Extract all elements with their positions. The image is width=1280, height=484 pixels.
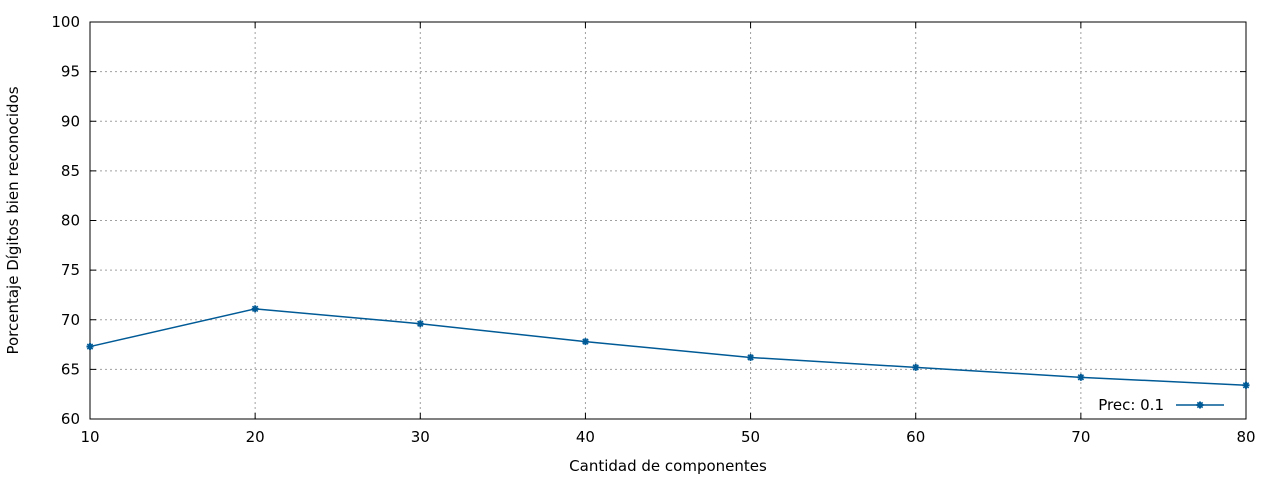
x-tick-label: 30 (411, 428, 430, 446)
series-layer (86, 305, 1250, 389)
y-tick-label: 85 (61, 162, 80, 180)
x-tick-label: 60 (906, 428, 925, 446)
data-point-marker (912, 363, 920, 371)
y-tick-label: 95 (61, 63, 80, 81)
series-line (89, 308, 1247, 387)
y-tick-label: 100 (51, 13, 80, 31)
legend-label: Prec: 0.1 (1098, 396, 1164, 414)
data-point-marker (416, 320, 424, 328)
grid-layer (90, 22, 1246, 419)
x-tick-label: 40 (576, 428, 595, 446)
legend: Prec: 0.1 (1098, 396, 1224, 414)
y-axis-label: Porcentaje Dígitos bien reconocidos (4, 86, 22, 354)
x-tick-label: 70 (1071, 428, 1090, 446)
data-point-marker (747, 353, 755, 361)
x-tick-label: 50 (741, 428, 760, 446)
data-point-marker (86, 343, 94, 351)
ticks-layer (89, 21, 1247, 420)
data-point-marker (1242, 381, 1250, 389)
data-point-marker (581, 338, 589, 346)
y-tick-label: 90 (61, 112, 80, 130)
data-point-marker (251, 305, 259, 313)
plot-area-border (89, 21, 1247, 420)
x-tick-label: 20 (246, 428, 265, 446)
y-tick-label: 65 (61, 360, 80, 378)
y-tick-labels: 60 65 70 75 80 85 90 95 100 (51, 13, 80, 428)
y-tick-label: 75 (61, 261, 80, 279)
y-tick-label: 60 (61, 410, 80, 428)
y-tick-label: 80 (61, 212, 80, 230)
legend-marker (1196, 401, 1204, 409)
x-axis-label: Cantidad de componentes (569, 457, 767, 475)
x-tick-labels: 10 20 30 40 50 60 70 80 (80, 428, 1255, 446)
x-tick-label: 80 (1236, 428, 1255, 446)
x-tick-label: 10 (80, 428, 99, 446)
data-point-marker (1077, 373, 1085, 381)
y-tick-label: 70 (61, 311, 80, 329)
